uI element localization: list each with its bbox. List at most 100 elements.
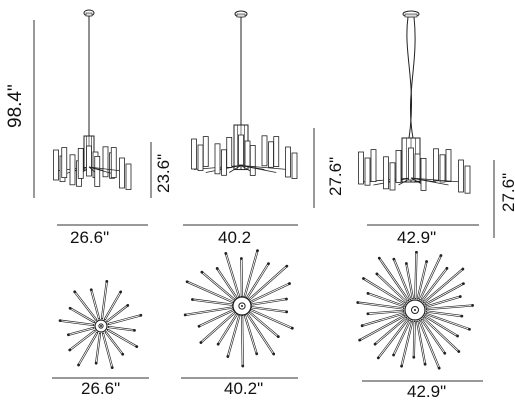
tube-end [277,335,280,338]
top-view-medium [184,249,294,367]
tube-end [67,333,70,336]
light-tube [465,166,470,193]
canopy-plate [86,13,92,16]
light-tube [245,141,250,167]
tube-end [111,366,114,369]
light-tube [111,148,116,178]
tube-end [392,258,395,261]
tube-end [184,314,187,317]
tube-end [119,290,122,293]
light-tube [390,163,395,190]
light-tube [239,135,244,165]
light-tube [365,158,370,185]
tube-end [285,265,288,268]
tube-end [198,325,201,328]
tube-end [133,329,136,332]
light-tube [434,149,439,181]
tube-end [425,260,428,263]
front-view-medium [192,11,298,179]
radial-tube-core [96,334,100,363]
light-tube [262,136,267,166]
tube-end [285,310,288,313]
light-tube [371,150,376,182]
light-tube [62,148,67,178]
tube-end [240,257,243,260]
tube-end [77,364,80,367]
top-view-small [59,280,143,369]
radial-tube-core [70,308,94,322]
tube-end [200,271,203,274]
tube-end [356,301,359,304]
tube-end [105,280,108,283]
light-tube [446,150,451,182]
light-tube [359,152,364,184]
tube-end [456,335,459,338]
radial-tube-core [109,327,135,330]
tube-end [90,288,93,291]
tube-end [415,251,418,254]
tube-end [95,362,98,365]
light-tube [120,158,125,188]
light-tube [95,156,100,186]
center-dot [100,325,102,327]
tube-end [424,363,427,366]
top-views [59,249,474,369]
light-tube [384,157,389,189]
medium-height-label: 27.6" [327,157,344,196]
tube-end [68,349,71,352]
large-height-label: 27.6" [500,173,515,212]
light-tube [292,153,297,179]
tube-end [217,343,220,346]
tube-end [267,262,270,265]
light-tube [222,150,227,176]
tube-end [459,295,462,298]
center-dot [414,309,416,311]
tube-end [226,355,229,358]
light-tube [421,158,426,190]
tube-end [69,307,72,310]
tube-end [358,339,361,342]
tube-end [285,298,288,301]
tube-end [362,277,365,280]
radial-tube-core [79,333,97,365]
light-tube [459,160,464,192]
tube-end [378,257,381,260]
tube-end [186,280,189,283]
light-tube [70,155,75,185]
tube-end [457,350,460,353]
light-tube [227,137,232,167]
tube-end [438,367,441,370]
tube-end [224,252,227,255]
tube-end [443,352,446,355]
tube-end [468,328,471,331]
tube-end [59,319,62,322]
canopy-plate [237,14,245,17]
tube-end [73,290,76,293]
radial-tube-core [228,316,239,357]
light-tube [274,137,279,167]
tube-end [291,327,294,330]
tube-end [460,315,463,318]
tube-end [400,365,403,368]
light-tube [78,148,83,178]
large-top-width-label: 42.9" [407,383,446,400]
light-tube [198,145,203,171]
light-tube [126,164,131,190]
tube-end [471,304,474,307]
tube-end [440,254,443,257]
light-tube [440,155,445,182]
light-tube [87,146,92,176]
small-height-label: 23.6" [155,154,172,193]
radial-tube-core [427,305,473,309]
tube-end [361,324,364,327]
medium-top-width-label: 40.2" [224,380,263,397]
light-tube [286,147,291,177]
light-tube [192,139,197,169]
front-views [54,10,471,193]
tube-end [216,267,219,270]
medium-width-label: 40.2 [218,229,251,246]
large-width-label: 42.9" [397,229,436,246]
tube-end [135,345,138,348]
